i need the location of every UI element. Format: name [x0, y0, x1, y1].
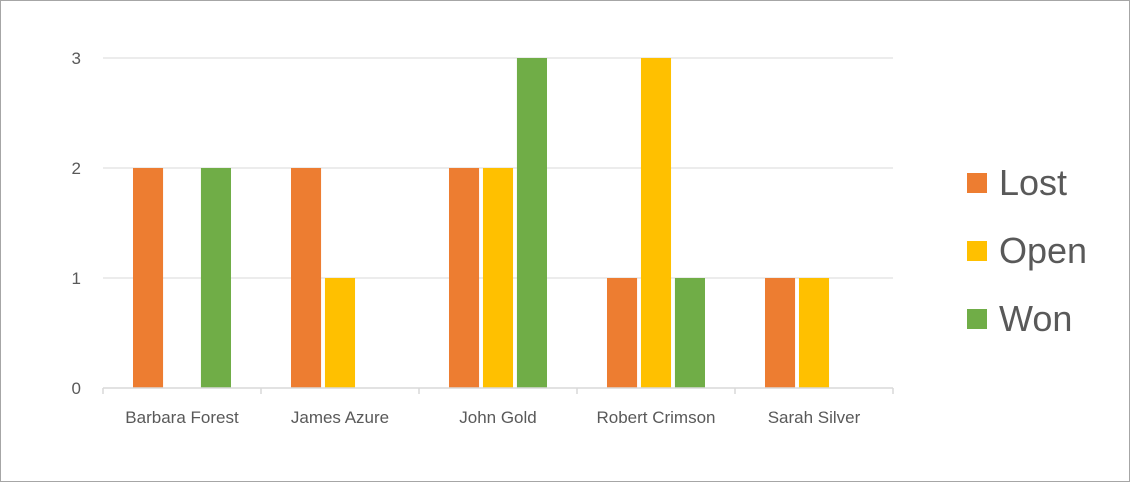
x-tick-label: James Azure: [291, 408, 389, 427]
x-tick-label: Sarah Silver: [768, 408, 861, 427]
y-tick-label: 1: [72, 269, 81, 288]
x-axis-tick-labels: Barbara Forest James Azure John Gold Robert…: [125, 408, 860, 427]
bar-open-robert-crimson: [640, 58, 672, 388]
legend-swatch-open: [967, 241, 987, 261]
bar-open-john-gold: [482, 168, 514, 388]
legend-label-lost: Lost: [999, 162, 1067, 203]
x-axis: [102, 387, 894, 394]
y-tick-label: 0: [72, 379, 81, 398]
bar-won-barbara-forest: [200, 168, 232, 388]
bar-lost-sarah-silver: [764, 278, 796, 388]
legend-swatch-lost: [967, 173, 987, 193]
bar-lost-john-gold: [448, 168, 480, 388]
bar-won-john-gold: [516, 58, 548, 388]
legend-label-won: Won: [999, 298, 1072, 339]
bar-won-robert-crimson: [674, 278, 706, 388]
bar-open-james-azure: [324, 278, 356, 388]
bar-lost-robert-crimson: [606, 278, 638, 388]
legend-swatch-won: [967, 309, 987, 329]
legend: Lost Open Won: [967, 162, 1087, 339]
x-tick-label: Robert Crimson: [596, 408, 715, 427]
legend-label-open: Open: [999, 230, 1087, 271]
bar-open-sarah-silver: [798, 278, 830, 388]
y-tick-label: 3: [72, 49, 81, 68]
bar-lost-james-azure: [290, 168, 322, 388]
bars: [132, 58, 830, 388]
x-tick-label: John Gold: [459, 408, 537, 427]
y-axis-tick-labels: 0 1 2 3: [72, 49, 81, 398]
x-tick-label: Barbara Forest: [125, 408, 239, 427]
bar-lost-barbara-forest: [132, 168, 164, 388]
y-tick-label: 2: [72, 159, 81, 178]
